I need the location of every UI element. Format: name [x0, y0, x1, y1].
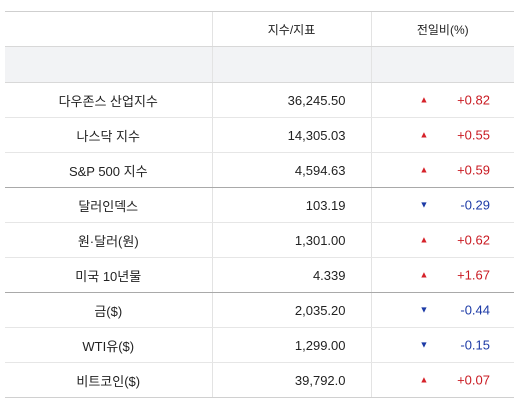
change-percent: -0.15	[460, 337, 490, 353]
triangle-up-icon: ▲	[419, 269, 429, 280]
table-row: WTI유($) 1,299.00 ▼ -0.15	[5, 327, 514, 363]
triangle-up-icon: ▲	[419, 94, 429, 105]
indicator-value: 4,594.63	[211, 152, 371, 188]
indicator-value: 39,792.0	[211, 362, 371, 398]
change-percent: +0.55	[457, 127, 490, 143]
indicator-name: 미국 10년물	[5, 257, 212, 293]
indicator-name: 금($)	[5, 292, 212, 328]
header-change: 전일비(%)	[370, 11, 514, 47]
change-percent: +0.07	[457, 372, 490, 388]
indicator-value: 1,299.00	[211, 327, 371, 363]
indicator-name: 원·달러(원)	[5, 222, 212, 258]
indicator-change: ▲ +0.07	[370, 362, 514, 398]
indicator-change: ▲ +1.67	[370, 257, 514, 293]
change-percent: +0.62	[457, 232, 490, 248]
change-percent: -0.44	[460, 302, 490, 318]
subheader-cell	[5, 46, 212, 83]
indicator-change: ▲ +0.59	[370, 152, 514, 188]
indicator-change: ▲ +0.55	[370, 117, 514, 153]
triangle-up-icon: ▲	[419, 164, 429, 175]
header-name	[5, 11, 212, 47]
indicator-value: 36,245.50	[211, 82, 371, 118]
indicator-name: 다우존스 산업지수	[5, 82, 212, 118]
indicator-name: 달러인덱스	[5, 187, 212, 223]
table-header-row: 지수/지표 전일비(%)	[5, 11, 514, 47]
market-indices-table: 지수/지표 전일비(%) 다우존스 산업지수 36,245.50 ▲ +0.82…	[5, 11, 514, 398]
subheader-cell	[211, 46, 371, 83]
indicator-change: ▼ -0.44	[370, 292, 514, 328]
indicator-change: ▼ -0.29	[370, 187, 514, 223]
change-percent: +0.82	[457, 92, 490, 108]
indicator-name: WTI유($)	[5, 327, 212, 363]
table-row: 금($) 2,035.20 ▼ -0.44	[5, 292, 514, 328]
triangle-down-icon: ▼	[419, 199, 429, 210]
indicator-value: 14,305.03	[211, 117, 371, 153]
change-percent: -0.29	[460, 197, 490, 213]
triangle-up-icon: ▲	[419, 129, 429, 140]
indicator-name: 비트코인($)	[5, 362, 212, 398]
indicator-value: 1,301.00	[211, 222, 371, 258]
table-row: S&P 500 지수 4,594.63 ▲ +0.59	[5, 152, 514, 188]
table-row: 원·달러(원) 1,301.00 ▲ +0.62	[5, 222, 514, 258]
change-percent: +0.59	[457, 162, 490, 178]
indicator-value: 103.19	[211, 187, 371, 223]
triangle-down-icon: ▼	[419, 304, 429, 315]
indicator-change: ▼ -0.15	[370, 327, 514, 363]
table-row: 미국 10년물 4.339 ▲ +1.67	[5, 257, 514, 293]
market-indices-table-container: 지수/지표 전일비(%) 다우존스 산업지수 36,245.50 ▲ +0.82…	[5, 11, 514, 398]
indicator-change: ▲ +0.62	[370, 222, 514, 258]
indicator-change: ▲ +0.82	[370, 82, 514, 118]
header-value: 지수/지표	[211, 11, 371, 47]
indicator-name: S&P 500 지수	[5, 152, 212, 188]
table-row: 비트코인($) 39,792.0 ▲ +0.07	[5, 362, 514, 398]
triangle-down-icon: ▼	[419, 339, 429, 350]
change-percent: +1.67	[457, 267, 490, 283]
subheader-cell	[370, 46, 514, 83]
indicator-name: 나스닥 지수	[5, 117, 212, 153]
table-row: 달러인덱스 103.19 ▼ -0.29	[5, 187, 514, 223]
table-row: 다우존스 산업지수 36,245.50 ▲ +0.82	[5, 82, 514, 118]
indicator-value: 2,035.20	[211, 292, 371, 328]
triangle-up-icon: ▲	[419, 374, 429, 385]
indicator-value: 4.339	[211, 257, 371, 293]
triangle-up-icon: ▲	[419, 234, 429, 245]
table-subheader-row	[5, 46, 514, 83]
table-row: 나스닥 지수 14,305.03 ▲ +0.55	[5, 117, 514, 153]
